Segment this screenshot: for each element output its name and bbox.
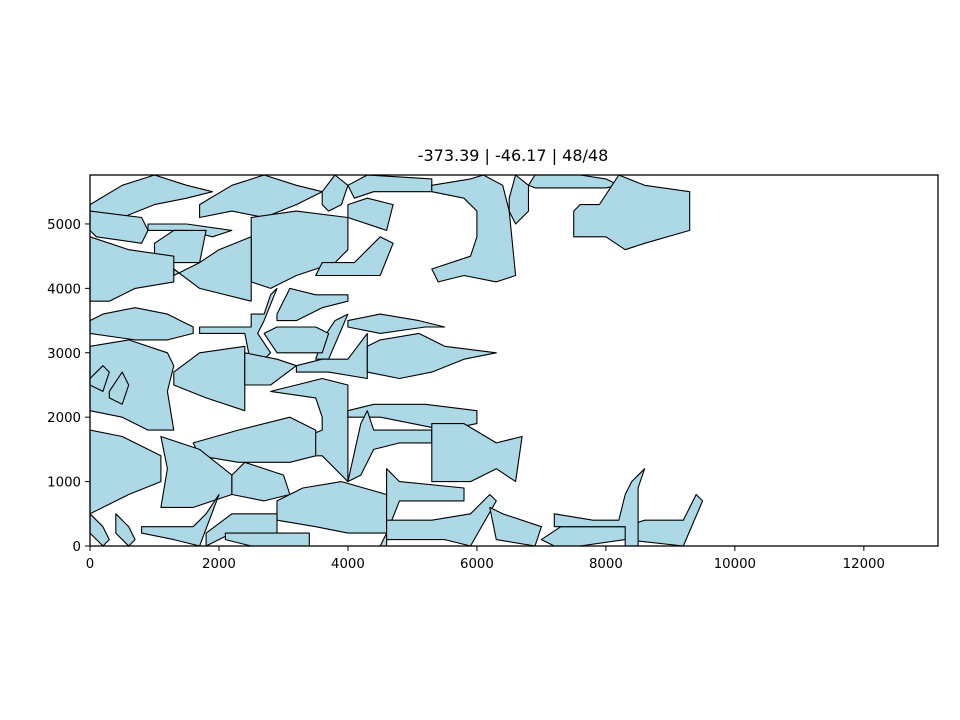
chart-title: -373.39 | -46.17 | 48/48 xyxy=(418,146,609,165)
piece-44 xyxy=(224,532,310,547)
piece-16 xyxy=(315,236,394,277)
axes: 0 2000 4000 6000 8000 10000 12000 0 1000 2000 3000… xyxy=(47,174,939,572)
piece-2 xyxy=(199,174,323,219)
piece-45 xyxy=(386,493,497,547)
piece-6 xyxy=(508,174,530,225)
piece-22 xyxy=(263,326,330,354)
piece-34 xyxy=(431,423,523,483)
piece-23 xyxy=(89,339,175,431)
pieces-layer xyxy=(89,174,704,547)
x-tick-label: 10000 xyxy=(714,557,756,572)
piece-33 xyxy=(347,410,433,483)
y-tick-label: 1000 xyxy=(47,476,81,491)
x-tick-label: 6000 xyxy=(460,557,494,572)
piece-21 xyxy=(89,307,194,341)
piece-8 xyxy=(573,174,691,251)
piece-5 xyxy=(431,174,517,283)
y-tick-label: 2000 xyxy=(47,411,81,426)
plot-frame xyxy=(89,174,939,547)
x-tick-label: 0 xyxy=(86,557,94,572)
x-tick-label: 8000 xyxy=(589,557,623,572)
piece-9 xyxy=(89,210,149,244)
y-tick-label: 4000 xyxy=(47,282,81,297)
piece-13 xyxy=(347,197,394,231)
y-tick-label: 0 xyxy=(73,540,81,555)
piece-25 xyxy=(244,352,297,386)
piece-15 xyxy=(173,236,252,302)
piece-14 xyxy=(89,236,175,302)
piece-42 xyxy=(141,493,220,547)
piece-1 xyxy=(89,174,214,219)
piece-26 xyxy=(295,332,368,380)
piece-29 xyxy=(108,371,130,405)
piece-37 xyxy=(231,461,291,502)
piece-39 xyxy=(379,468,465,547)
piece-27 xyxy=(366,332,497,380)
y-tick-label: 3000 xyxy=(47,347,81,362)
piece-36 xyxy=(160,435,233,508)
piece-38 xyxy=(276,481,388,534)
piece-3 xyxy=(321,174,349,212)
y-tick-label: 5000 xyxy=(47,218,81,233)
piece-41 xyxy=(115,513,136,547)
x-tick-label: 2000 xyxy=(202,557,236,572)
piece-24 xyxy=(173,345,246,412)
piece-40 xyxy=(89,513,110,547)
piece-17 xyxy=(276,287,349,322)
piece-7 xyxy=(527,174,620,189)
piece-12 xyxy=(250,210,349,289)
piece-35 xyxy=(89,429,162,515)
piece-46 xyxy=(489,506,542,547)
x-tick-label: 12000 xyxy=(843,557,885,572)
piece-32 xyxy=(192,416,317,463)
x-tick-label: 4000 xyxy=(331,557,365,572)
piece-48 xyxy=(553,468,646,547)
piece-4 xyxy=(347,174,433,199)
piece-20 xyxy=(347,313,446,334)
